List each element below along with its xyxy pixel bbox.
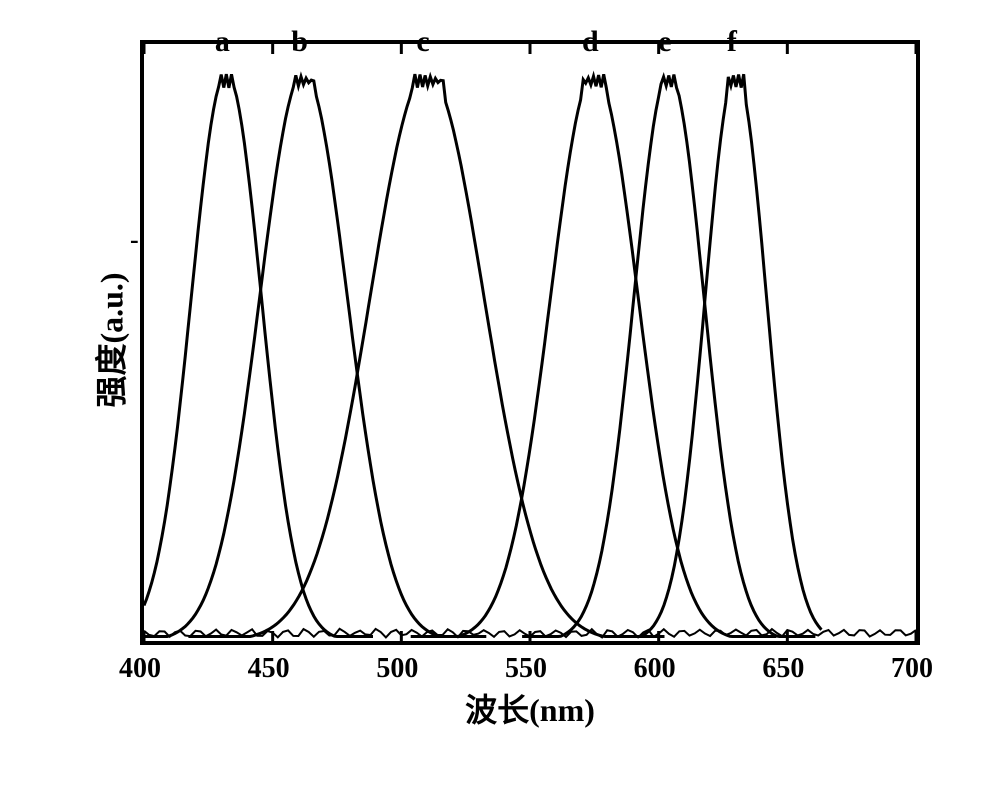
spectrum-curve-f xyxy=(607,74,821,636)
y-axis-label: 强度(a.u.) xyxy=(80,25,140,655)
peak-label-b: b xyxy=(291,25,308,59)
xtick-label: 650 xyxy=(762,653,804,685)
xtick-label: 500 xyxy=(376,653,418,685)
spectrum-curve-c xyxy=(188,74,664,636)
peak-label-d: d xyxy=(582,25,599,59)
xtick-label: 450 xyxy=(248,653,290,685)
spectrum-curve-d xyxy=(411,74,777,636)
chart-container: 强度(a.u.) - 波长(nm) 400450500550600650700a… xyxy=(70,25,970,725)
peak-label-c: c xyxy=(416,25,429,59)
spectrum-curve-a xyxy=(144,74,373,636)
curves-svg xyxy=(144,44,916,661)
xtick-label: 550 xyxy=(505,653,547,685)
peak-label-f: f xyxy=(727,25,737,59)
peak-label-e: e xyxy=(658,25,671,59)
y-axis-label-text: 强度(a.u.) xyxy=(87,272,133,407)
spectrum-curve-b xyxy=(144,75,486,636)
plot-area xyxy=(140,40,920,645)
peak-label-a: a xyxy=(215,25,230,59)
y-axis-dash: - xyxy=(130,225,139,255)
xtick-label: 600 xyxy=(634,653,676,685)
x-axis-label: 波长(nm) xyxy=(140,685,920,731)
xtick-label: 700 xyxy=(891,653,933,685)
xtick-label: 400 xyxy=(119,653,161,685)
